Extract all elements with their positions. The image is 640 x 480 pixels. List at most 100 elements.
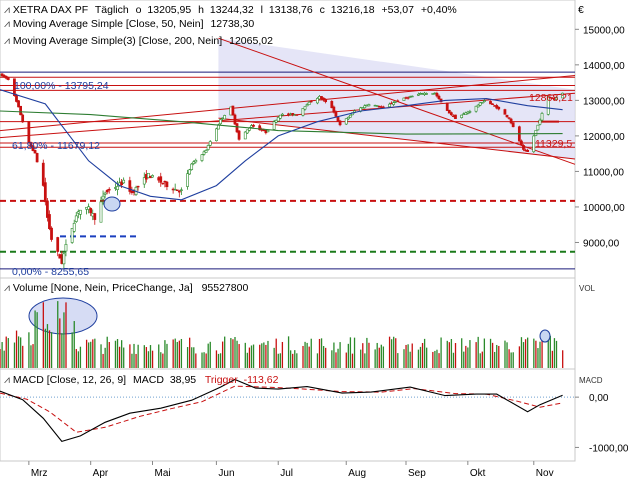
volume-bar: [75, 349, 77, 368]
candle-body: [237, 130, 241, 140]
candle-body: [252, 124, 255, 127]
volume-bar: [477, 336, 479, 368]
candle-body: [179, 189, 183, 191]
volume-bar: [308, 346, 310, 368]
candle-body: [435, 92, 439, 97]
volume-bar: [376, 342, 378, 368]
horizontal-levels: [0, 71, 575, 270]
volume-bar: [281, 341, 284, 368]
euro-icon[interactable]: €: [578, 4, 584, 16]
candle-body: [532, 135, 536, 153]
candle-body: [29, 142, 33, 147]
volume-bar: [463, 351, 465, 368]
candle-body: [235, 123, 239, 133]
volume-bar: [421, 342, 424, 368]
candle-body: [48, 214, 51, 230]
trigger-legend-value: -113,62: [244, 374, 279, 386]
volume-bar: [450, 338, 453, 368]
candle-body: [489, 101, 492, 105]
volume-bar: [417, 349, 420, 368]
volume-bar: [555, 340, 558, 368]
candle-body: [505, 114, 509, 118]
volume-bar: [393, 336, 395, 368]
candle-body: [272, 121, 276, 130]
candle-body: [410, 95, 414, 98]
volume-bar: [238, 344, 240, 368]
ohlc-close-value: 13216,18: [331, 4, 375, 16]
volume-bar: [259, 344, 261, 368]
instrument-icon-glyph: ⩘: [4, 4, 10, 16]
volume-bar: [224, 336, 226, 368]
candle-body: [142, 177, 146, 185]
candle-body: [301, 108, 305, 116]
candle-body: [74, 215, 78, 222]
volume-bar: [407, 344, 409, 368]
candle-body: [454, 114, 457, 119]
candle-body: [243, 131, 247, 140]
trendline-0: [0, 75, 576, 132]
volume-bar: [44, 328, 47, 368]
volume-bar: [549, 335, 551, 368]
volume-bar: [248, 347, 251, 368]
volume-bar: [201, 352, 203, 368]
volume-bar: [131, 353, 133, 368]
candle-body: [348, 114, 352, 118]
volume-bar: [551, 350, 554, 368]
volume-bar: [65, 302, 67, 368]
volume-bar: [419, 346, 422, 368]
volume-bar: [374, 349, 376, 368]
volume-legend: ⩘ Volume [None, Nein, PriceChange, Ja] 9…: [4, 282, 248, 294]
candle-body: [280, 113, 284, 116]
candle-body: [13, 78, 16, 97]
volume-bar: [512, 352, 514, 368]
candle-body: [276, 117, 280, 122]
volume-bar: [160, 352, 162, 368]
candle-body: [50, 227, 53, 240]
candle-body: [219, 119, 222, 125]
ma50-legend-value: 12738,30: [210, 18, 254, 30]
volume-bar: [94, 338, 96, 368]
volume-bar: [5, 336, 7, 368]
candle-body: [6, 77, 10, 80]
candle-body: [186, 173, 189, 187]
moving-average-50-line: [0, 89, 563, 201]
volume-bar: [360, 349, 362, 368]
candle-body: [93, 213, 97, 220]
volume-bar: [88, 342, 90, 368]
volume-bar: [522, 342, 525, 368]
volume-bar: [347, 343, 349, 368]
volume-bar: [215, 350, 218, 368]
volume-bar: [349, 337, 352, 368]
candle-body: [495, 105, 499, 109]
time-axis-label: Jun: [218, 468, 234, 479]
volume-bar: [151, 350, 154, 368]
candle-body: [309, 100, 313, 103]
volume-bar: [267, 340, 269, 368]
volume-bar: [178, 340, 181, 368]
volume-bar: [209, 341, 211, 368]
candle-body: [188, 169, 191, 175]
candle-body: [159, 176, 163, 183]
volume-bar: [193, 347, 195, 368]
ohlc-open-label: o: [136, 4, 142, 16]
volume-bar: [277, 353, 279, 368]
ma50-legend-label: Moving Average Simple [Close, 50, Nein]: [13, 18, 204, 30]
candle-body: [367, 104, 371, 107]
volume-bar: [481, 351, 483, 368]
candle-body: [346, 116, 350, 120]
candle-body: [231, 105, 235, 116]
volume-bar: [339, 342, 341, 368]
candle-body: [0, 73, 4, 77]
right-upper-label: 12868,21: [529, 92, 573, 104]
price-channel-fill: [218, 38, 575, 159]
candle-body: [278, 114, 282, 119]
volume-bar: [304, 341, 306, 368]
volume-legend-label: Volume [None, Nein, PriceChange, Ja]: [13, 282, 193, 294]
volume-bar: [469, 340, 471, 368]
volume-bar: [368, 342, 370, 368]
volume-bar: [263, 342, 265, 368]
candle-body: [107, 188, 111, 191]
candle-body: [27, 121, 31, 143]
volume-bar: [440, 337, 442, 368]
volume-bar: [28, 332, 30, 368]
